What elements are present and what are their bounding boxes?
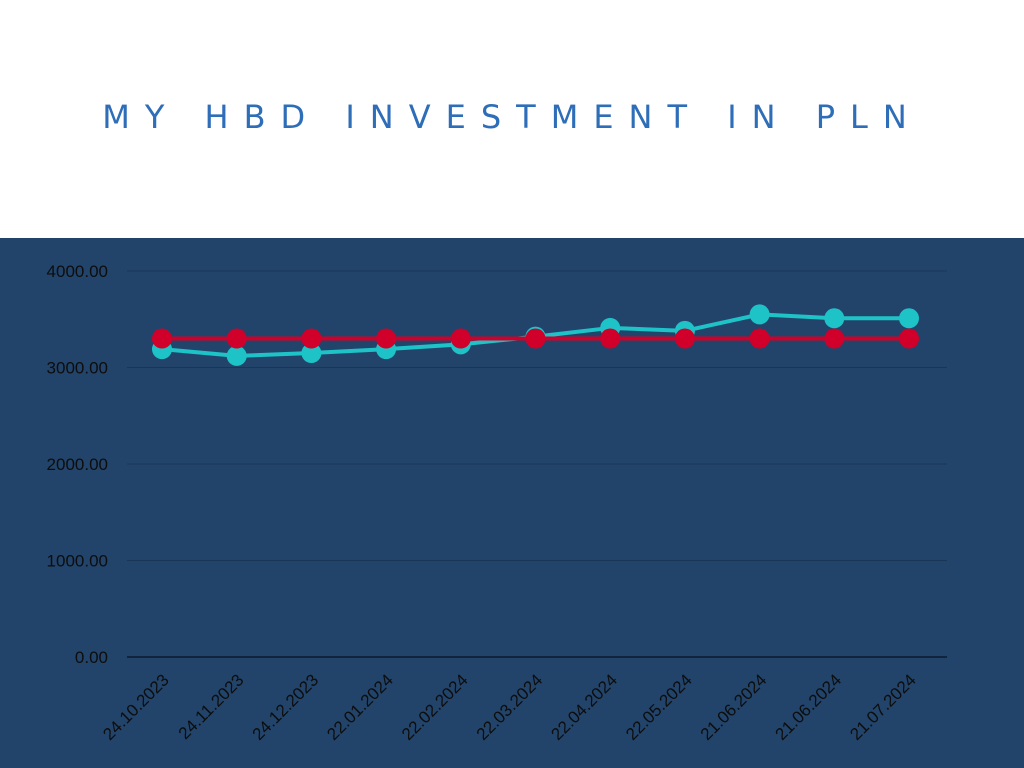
data-point — [824, 328, 845, 349]
data-point — [376, 328, 397, 349]
x-tick-label: 21.06.2024 — [772, 670, 846, 744]
gridlines — [127, 270, 947, 658]
x-tick-label: 21.07.2024 — [846, 670, 920, 744]
data-point — [824, 308, 845, 329]
chart-panel — [0, 238, 1024, 768]
x-tick-label: 22.01.2024 — [323, 670, 397, 744]
data-point — [301, 343, 322, 364]
data-point — [450, 328, 471, 349]
data-point — [899, 308, 919, 329]
data-point — [226, 328, 247, 349]
data-point — [226, 345, 247, 366]
data-point — [301, 328, 322, 349]
x-tick-label: 22.03.2024 — [473, 670, 547, 744]
y-tick-label: 2000.00 — [47, 455, 108, 474]
y-tick-label: 3000.00 — [47, 359, 108, 378]
series-1 — [152, 328, 919, 349]
chart-title: MY HBD INVESTMENT IN PLN — [102, 98, 922, 136]
data-point — [152, 328, 172, 349]
y-tick-label: 1000.00 — [47, 552, 108, 571]
series-group — [152, 304, 919, 366]
x-tick-label: 21.06.2024 — [697, 670, 771, 744]
data-point — [749, 304, 770, 325]
x-tick-label: 24.11.2023 — [175, 670, 248, 743]
y-tick-label: 0.00 — [75, 648, 108, 667]
x-tick-label: 24.12.2023 — [249, 670, 323, 744]
data-point — [600, 328, 621, 349]
x-tick-label: 22.04.2024 — [547, 670, 621, 744]
data-point — [749, 328, 770, 349]
x-tick-label: 22.05.2024 — [622, 670, 696, 744]
y-axis-ticks: 0.00 1000.00 2000.00 3000.00 4000.00 — [47, 262, 108, 667]
x-tick-label: 22.02.2024 — [398, 670, 472, 744]
title-area: MY HBD INVESTMENT IN PLN — [0, 0, 1024, 238]
data-point — [899, 328, 919, 349]
data-point — [674, 328, 695, 349]
x-tick-label: 24.10.2023 — [99, 670, 173, 744]
y-tick-label: 4000.00 — [47, 262, 108, 281]
data-point — [525, 328, 546, 349]
x-axis-ticks: 24.10.2023 24.11.2023 24.12.2023 22.01.2024… — [99, 670, 920, 744]
